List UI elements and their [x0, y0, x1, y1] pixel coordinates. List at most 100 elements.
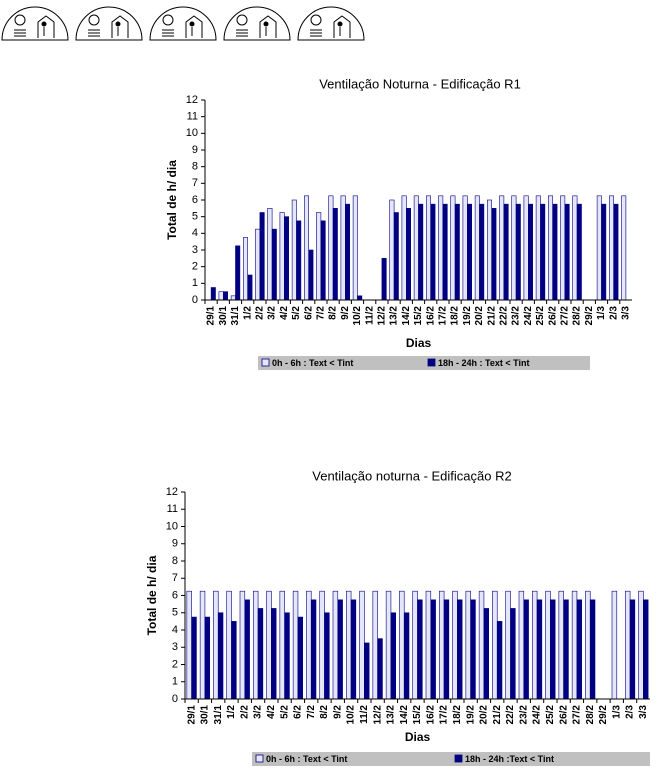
bar [552, 203, 558, 301]
bar [340, 195, 346, 301]
bar [540, 203, 546, 301]
bar [199, 590, 206, 700]
bar [510, 608, 516, 700]
x-tick-label: 25/2 [535, 306, 546, 326]
bar [511, 195, 517, 301]
bar [372, 590, 378, 700]
y-tick-label: 12 [186, 94, 198, 106]
bar [523, 195, 529, 301]
x-tick-label: 31/1 [213, 705, 224, 725]
bar [499, 195, 505, 301]
y-axis-label: Total de h/ dia [145, 555, 159, 635]
bar [457, 599, 463, 700]
x-tick-label: 30/1 [200, 705, 211, 725]
bar [571, 590, 578, 700]
y-tick-label: 11 [187, 111, 198, 123]
bar [491, 208, 497, 301]
bar [609, 195, 614, 301]
x-tick-label: 17/2 [438, 306, 449, 326]
x-tick-label: 6/2 [293, 705, 304, 719]
x-tick-label: 28/2 [585, 705, 596, 725]
x-axis-label: Dias [406, 336, 432, 350]
legend-label: 18h - 24h : Text < Tint [438, 358, 529, 368]
chart-title: Ventilação noturna - Edificação R2 [312, 468, 511, 483]
bar [426, 195, 432, 301]
bar [385, 590, 392, 700]
x-tick-label: 1/2 [226, 705, 237, 719]
bar [558, 590, 564, 700]
bar [621, 195, 627, 301]
x-tick-label: 5/2 [291, 306, 302, 320]
bar [377, 638, 383, 700]
bar [545, 590, 551, 700]
bar [217, 612, 224, 700]
bar [425, 590, 432, 700]
bar [271, 608, 277, 700]
x-tick-label: 19/2 [465, 705, 476, 725]
x-tick-label: 30/1 [218, 306, 229, 326]
x-tick-label: 24/2 [523, 306, 534, 326]
bar [359, 590, 365, 700]
x-tick-label: 18/2 [450, 306, 461, 326]
y-tick-label: 0 [192, 294, 198, 306]
y-tick-label: 6 [172, 589, 178, 601]
bar [244, 599, 250, 700]
bar [381, 258, 387, 301]
bar [204, 616, 211, 700]
bar [213, 590, 219, 700]
x-tick-label: 26/2 [558, 705, 569, 725]
bar [350, 599, 357, 700]
bar [345, 590, 352, 700]
legend-swatch [454, 754, 463, 763]
x-tick-label: 23/2 [511, 306, 522, 326]
bar [252, 590, 259, 700]
bar [393, 212, 399, 301]
bar [643, 599, 649, 700]
x-tick-label: 15/2 [412, 705, 423, 725]
bar [564, 203, 570, 301]
bar [279, 590, 285, 700]
x-tick-label: 9/2 [340, 306, 351, 320]
y-tick-label: 5 [172, 607, 178, 619]
x-tick-label: 22/2 [505, 705, 516, 725]
bar [563, 599, 569, 700]
bar [465, 590, 471, 700]
bar [306, 590, 312, 700]
bar [585, 590, 591, 700]
bar [613, 203, 619, 301]
bar [536, 599, 543, 700]
bar [291, 199, 297, 301]
x-tick-label: 29/1 [186, 705, 197, 725]
legend-label: 0h - 6h : Text < Tint [272, 358, 353, 368]
bar [255, 228, 261, 301]
bar [332, 590, 339, 700]
bar [531, 590, 538, 700]
y-tick-label: 12 [166, 486, 178, 498]
x-axis-label: Dias [405, 730, 431, 744]
bar [267, 208, 273, 301]
bar [611, 590, 618, 700]
y-tick-label: 9 [192, 144, 198, 156]
bar [601, 203, 607, 301]
x-tick-label: 15/2 [413, 306, 424, 326]
x-tick-label: 11/2 [359, 705, 370, 724]
bar [259, 212, 265, 301]
x-tick-label: 4/2 [266, 705, 277, 719]
x-tick-label: 26/2 [547, 306, 558, 326]
x-tick-label: 10/2 [352, 306, 363, 326]
x-tick-label: 2/3 [608, 306, 619, 320]
x-tick-label: 1/3 [596, 306, 607, 320]
x-tick-label: 5/2 [279, 705, 290, 719]
bar [503, 203, 509, 301]
bar [412, 590, 418, 700]
y-tick-label: 8 [172, 555, 178, 567]
x-tick-label: 29/2 [598, 705, 609, 725]
bar [442, 203, 448, 301]
y-tick-label: 5 [192, 211, 198, 223]
bar [560, 195, 566, 301]
legend: 0h - 6h : Text < Tint 18h - 24h : Text < … [258, 356, 590, 370]
bar [479, 203, 485, 301]
bar [405, 208, 411, 301]
x-tick-label: 3/3 [638, 705, 649, 719]
